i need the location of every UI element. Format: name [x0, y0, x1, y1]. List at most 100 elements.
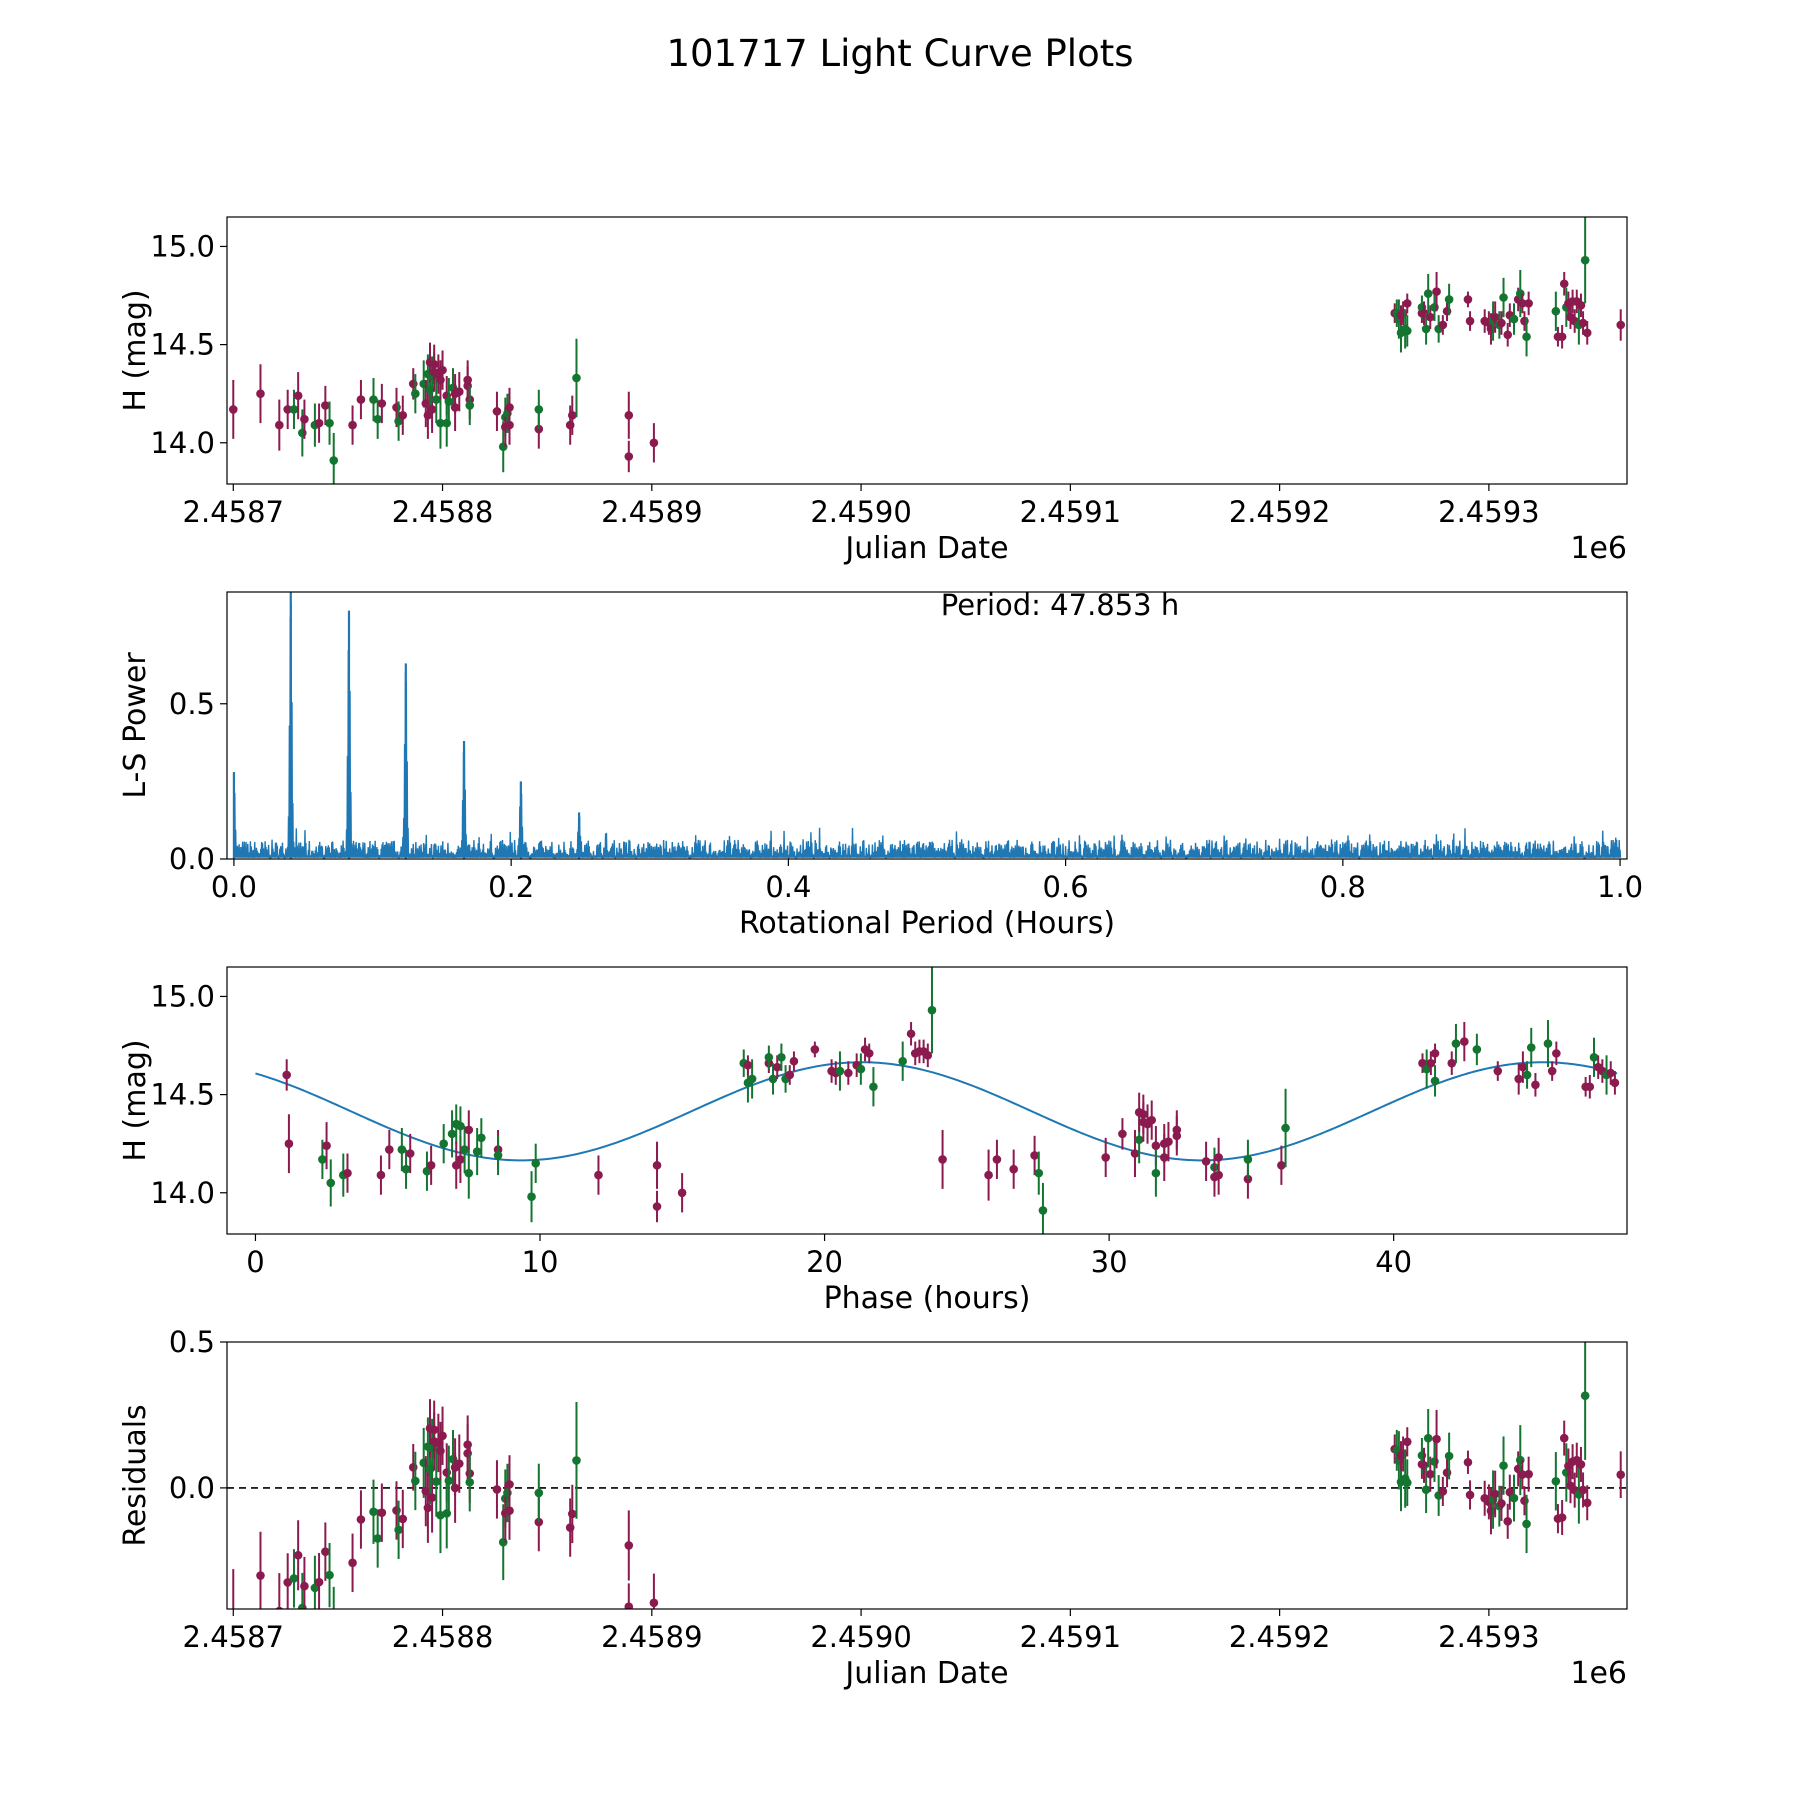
- data-point: [777, 1053, 786, 1062]
- data-point: [927, 1005, 937, 1015]
- residuals-panel: 2.4587 2.4588 2.4589 2.4590 2.4591 2.4592 2.45…: [118, 1325, 1628, 1691]
- data-point: [283, 405, 292, 414]
- x-tick-label: 2.4593: [1438, 495, 1539, 529]
- data-point: [256, 389, 265, 398]
- data-point: [1522, 1070, 1532, 1080]
- data-point: [289, 1574, 299, 1583]
- data-point: [1421, 1485, 1431, 1494]
- data-point: [1164, 1137, 1173, 1147]
- data-point: [898, 1056, 907, 1066]
- axes-frame: [226, 591, 1628, 860]
- data-point: [764, 1053, 774, 1062]
- data-point: [1524, 299, 1533, 308]
- data-point: [436, 418, 445, 428]
- phased-curve-panel: 0 10 20 30 40 14.0 14.5 15.0 Phase (hours) H (mag…: [118, 966, 1628, 1316]
- data-point: [454, 387, 464, 397]
- data-point: [454, 1459, 464, 1468]
- data-point: [1578, 318, 1588, 328]
- data-point: [1518, 1062, 1528, 1072]
- data-point: [444, 1476, 454, 1485]
- y-tick-label: 0.0: [169, 1471, 215, 1505]
- data-point: [1503, 330, 1513, 340]
- data-point: [431, 395, 441, 404]
- data-point: [1151, 1141, 1161, 1150]
- data-point: [293, 391, 303, 400]
- y-tick-label: 0.0: [169, 842, 215, 876]
- data-point: [835, 1066, 845, 1076]
- data-point: [789, 1056, 799, 1066]
- data-point: [1576, 1460, 1586, 1469]
- data-point: [768, 1074, 778, 1084]
- data-point: [376, 1170, 386, 1180]
- data-point: [1423, 1433, 1433, 1443]
- data-point: [1130, 1149, 1140, 1158]
- data-point: [373, 414, 382, 424]
- data-point: [1522, 332, 1531, 342]
- data-point: [1214, 1170, 1223, 1180]
- data-point: [438, 1431, 447, 1441]
- data-point: [1497, 1499, 1506, 1508]
- data-point: [401, 1164, 411, 1174]
- x-tick-label: 20: [806, 1245, 843, 1279]
- data-point: [1552, 1049, 1561, 1058]
- data-point: [314, 1577, 324, 1587]
- data-point: [398, 410, 408, 420]
- data-point: [439, 1139, 448, 1148]
- data-point: [1557, 1513, 1567, 1522]
- x-tick-label: 2.4588: [392, 1620, 493, 1654]
- data-point: [743, 1060, 753, 1070]
- data-point: [1030, 1151, 1039, 1160]
- data-point: [531, 1159, 541, 1168]
- x-axis-label: Julian Date: [843, 1656, 1008, 1691]
- data-point: [321, 401, 330, 410]
- data-point: [1526, 1043, 1536, 1052]
- data-point: [465, 1477, 475, 1487]
- data-point: [1559, 1433, 1569, 1443]
- data-point: [1402, 1437, 1412, 1447]
- data-point: [289, 405, 299, 414]
- data-point: [938, 1155, 947, 1164]
- data-point: [1576, 301, 1586, 310]
- light-curve-panel: 2.4587 2.4588 2.4589 2.4590 2.4591 2.4592 2.45…: [118, 216, 1628, 566]
- data-point: [1438, 1487, 1448, 1496]
- data-point: [1438, 320, 1448, 330]
- fit-curve: [255, 1061, 1618, 1162]
- data-point: [275, 420, 284, 430]
- data-point: [1281, 1123, 1290, 1133]
- data-point: [427, 1493, 437, 1502]
- data-point: [322, 1141, 331, 1150]
- y-tick-label: 14.0: [150, 426, 215, 460]
- x-tick-label: 2.4590: [810, 495, 911, 529]
- data-point: [394, 1525, 403, 1535]
- data-point: [1151, 1168, 1161, 1178]
- axes-frame: [226, 1341, 1628, 1610]
- data-point: [398, 1514, 408, 1524]
- data-point: [1463, 1457, 1473, 1467]
- data-point: [1426, 1058, 1436, 1068]
- x-tick-label: 2.4591: [1020, 1620, 1121, 1654]
- data-point: [527, 1192, 536, 1201]
- data-point: [652, 1202, 662, 1211]
- data-point: [1499, 1461, 1508, 1470]
- data-point: [275, 1606, 284, 1609]
- x-tick-label: 2.4592: [1229, 495, 1330, 529]
- data-point: [369, 395, 378, 404]
- data-point: [423, 1503, 433, 1513]
- x-tick-label: 2.4589: [601, 495, 702, 529]
- y-tick-label: 14.5: [150, 1078, 215, 1112]
- data-point: [456, 1121, 465, 1131]
- data-point: [411, 389, 420, 398]
- axes-frame: [226, 966, 1628, 1235]
- data-point: [1616, 320, 1626, 330]
- data-point: [1551, 306, 1561, 316]
- data-point: [472, 1147, 482, 1156]
- data-point: [649, 1598, 659, 1608]
- data-point: [624, 1541, 634, 1550]
- data-point: [1118, 1129, 1127, 1139]
- data-point: [1531, 1080, 1540, 1090]
- data-point: [1432, 287, 1441, 296]
- x-tick-label: 0.0: [211, 870, 257, 904]
- data-point: [343, 1168, 352, 1178]
- data-point: [649, 438, 659, 448]
